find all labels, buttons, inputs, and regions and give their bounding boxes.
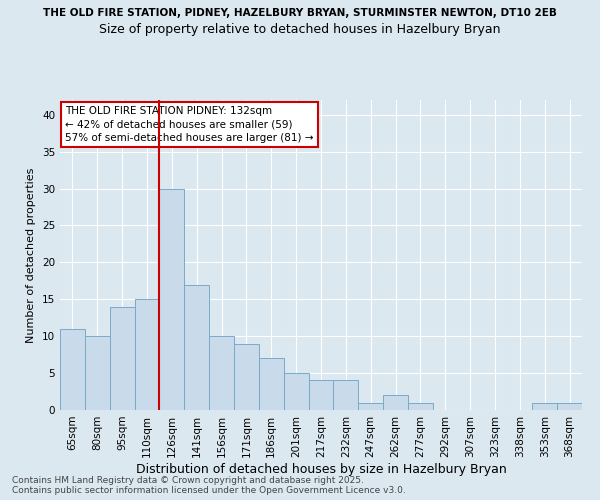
Bar: [408, 402, 433, 410]
Bar: [383, 395, 408, 410]
Bar: [110, 306, 134, 410]
Bar: [532, 402, 557, 410]
Bar: [334, 380, 358, 410]
Text: Size of property relative to detached houses in Hazelbury Bryan: Size of property relative to detached ho…: [99, 22, 501, 36]
Text: THE OLD FIRE STATION, PIDNEY, HAZELBURY BRYAN, STURMINSTER NEWTON, DT10 2EB: THE OLD FIRE STATION, PIDNEY, HAZELBURY …: [43, 8, 557, 18]
Bar: [134, 300, 160, 410]
Y-axis label: Number of detached properties: Number of detached properties: [26, 168, 37, 342]
Text: THE OLD FIRE STATION PIDNEY: 132sqm
← 42% of detached houses are smaller (59)
57: THE OLD FIRE STATION PIDNEY: 132sqm ← 42…: [65, 106, 314, 142]
Bar: [234, 344, 259, 410]
Bar: [284, 373, 308, 410]
Bar: [259, 358, 284, 410]
X-axis label: Distribution of detached houses by size in Hazelbury Bryan: Distribution of detached houses by size …: [136, 462, 506, 475]
Bar: [308, 380, 334, 410]
Bar: [209, 336, 234, 410]
Bar: [358, 402, 383, 410]
Bar: [184, 284, 209, 410]
Bar: [85, 336, 110, 410]
Bar: [160, 188, 184, 410]
Bar: [557, 402, 582, 410]
Text: Contains HM Land Registry data © Crown copyright and database right 2025.
Contai: Contains HM Land Registry data © Crown c…: [12, 476, 406, 495]
Bar: [60, 329, 85, 410]
